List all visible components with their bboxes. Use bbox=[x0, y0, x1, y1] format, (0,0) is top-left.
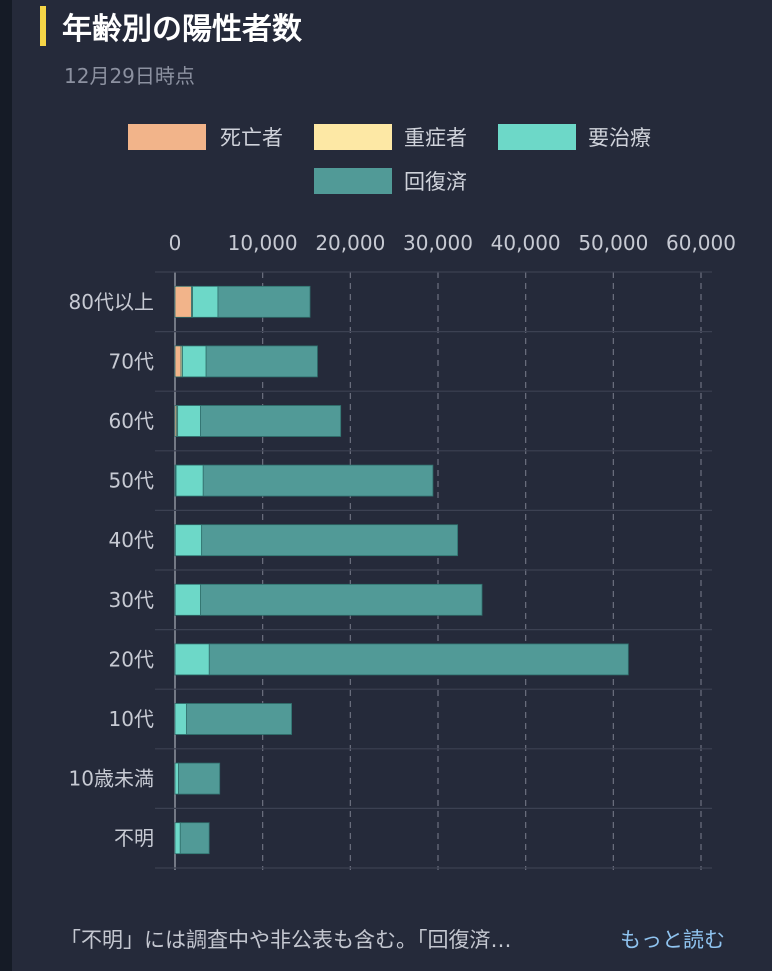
legend-swatch-treatment[interactable] bbox=[498, 124, 576, 150]
category-label: 70代 bbox=[109, 349, 154, 373]
x-tick-label: 50,000 bbox=[578, 231, 648, 255]
bar-segment-treatment[interactable] bbox=[174, 703, 187, 735]
legend-swatch-severe[interactable] bbox=[314, 124, 392, 150]
legend-label-severe[interactable]: 重症者 bbox=[404, 126, 467, 150]
category-label: 不明 bbox=[114, 826, 154, 850]
bar-segment-recovered[interactable] bbox=[217, 285, 311, 318]
legend-swatch-recovered[interactable] bbox=[314, 168, 392, 194]
legend-swatch-deaths[interactable] bbox=[128, 124, 206, 150]
legend-label-recovered[interactable]: 回復済 bbox=[404, 170, 467, 194]
bar-segment-treatment[interactable] bbox=[177, 405, 201, 437]
legend-label-deaths[interactable]: 死亡者 bbox=[220, 126, 283, 150]
bar-segment-recovered[interactable] bbox=[200, 583, 483, 616]
bar-segment-recovered[interactable] bbox=[179, 822, 210, 855]
bar-segment-recovered[interactable] bbox=[178, 762, 221, 795]
bar-segment-treatment[interactable] bbox=[175, 464, 204, 497]
bar-segment-treatment[interactable] bbox=[174, 643, 210, 676]
bars-layer bbox=[174, 285, 629, 855]
x-tick-label: 40,000 bbox=[491, 231, 561, 255]
x-axis-tick-labels: 0 10,000 20,000 30,000 40,000 50,000 60,000 bbox=[169, 231, 736, 255]
bar-segment-treatment[interactable] bbox=[182, 345, 207, 378]
category-label: 80代以上 bbox=[69, 290, 154, 314]
category-label: 40代 bbox=[109, 528, 154, 552]
x-tick-label: 30,000 bbox=[403, 231, 473, 255]
bar-segment-treatment[interactable] bbox=[174, 583, 201, 616]
page-title: 年齢別の陽性者数 bbox=[62, 12, 302, 47]
bar-segment-deaths[interactable] bbox=[174, 345, 182, 378]
bar-segment-treatment[interactable] bbox=[192, 285, 219, 318]
category-label: 10歳未満 bbox=[69, 767, 154, 791]
category-label: 20代 bbox=[109, 647, 154, 671]
x-tick-label: 20,000 bbox=[315, 231, 385, 255]
title-accent-bar bbox=[40, 6, 46, 46]
bar-segment-recovered[interactable] bbox=[185, 703, 292, 735]
category-label: 60代 bbox=[109, 409, 154, 433]
bar-segment-deaths[interactable] bbox=[174, 285, 193, 318]
bar-segment-treatment[interactable] bbox=[174, 822, 181, 855]
bar-segment-recovered[interactable] bbox=[201, 524, 459, 557]
x-tick-label: 60,000 bbox=[666, 231, 736, 255]
x-tick-label: 0 bbox=[169, 231, 182, 255]
footnote-text: 「不明」には調査中や非公表も含む。「回復済… bbox=[60, 928, 512, 952]
bar-segment-recovered[interactable] bbox=[202, 464, 434, 497]
bar-segment-recovered[interactable] bbox=[205, 345, 318, 378]
date-subtitle: 12月29日時点 bbox=[64, 64, 195, 88]
bar-segment-recovered[interactable] bbox=[208, 643, 629, 676]
category-label: 30代 bbox=[109, 588, 154, 612]
category-label: 10代 bbox=[109, 707, 154, 731]
x-tick-label: 10,000 bbox=[228, 231, 298, 255]
bar-segment-treatment[interactable] bbox=[174, 524, 203, 557]
grid-layer bbox=[155, 271, 712, 870]
bar-segment-treatment[interactable] bbox=[174, 762, 179, 795]
bar-segment-recovered[interactable] bbox=[200, 405, 342, 437]
chart-card: 年齢別の陽性者数 12月29日時点 死亡者 重症者 要治療 回復済 「不明」には… bbox=[12, 0, 772, 971]
legend-label-treatment[interactable]: 要治療 bbox=[588, 126, 651, 150]
category-label: 50代 bbox=[109, 469, 154, 493]
read-more-link[interactable]: もっと読む bbox=[620, 928, 725, 952]
